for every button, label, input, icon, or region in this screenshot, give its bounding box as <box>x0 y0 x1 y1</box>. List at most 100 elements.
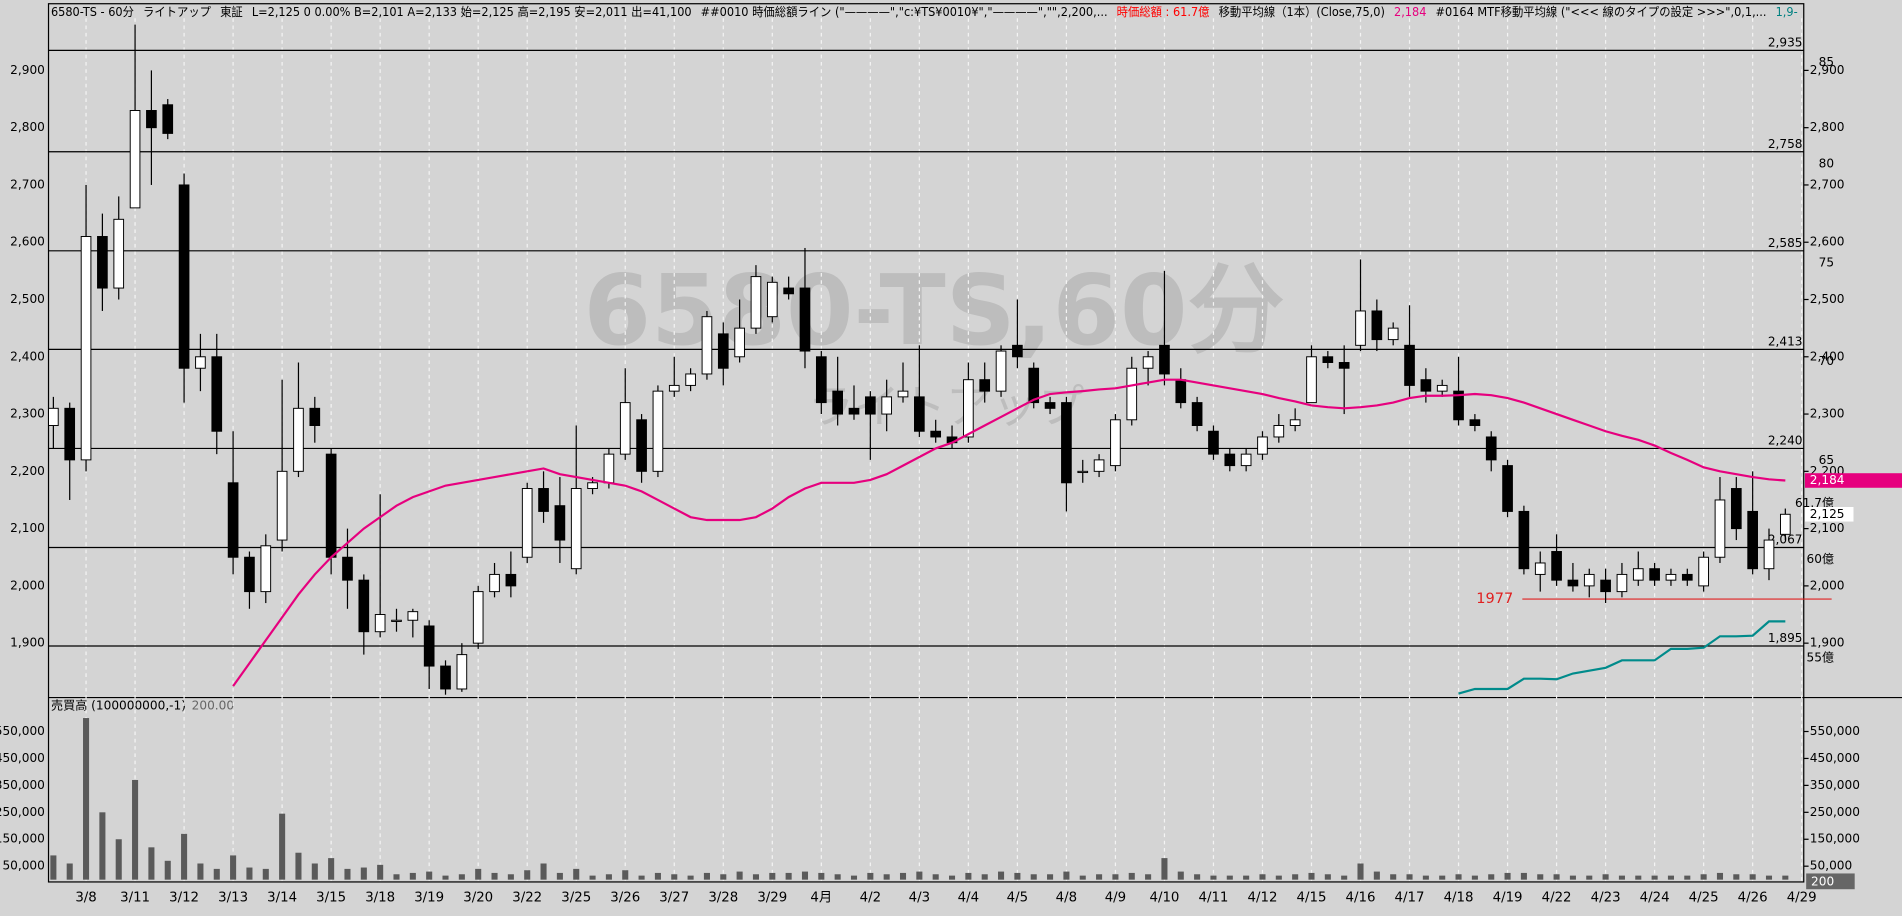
level-cap: 85 <box>1819 55 1834 69</box>
volume-bar <box>1014 872 1021 880</box>
y-tick-label: 2,500 <box>10 292 45 306</box>
volume-bar <box>1177 871 1184 880</box>
candle-body <box>1649 568 1660 581</box>
candle-body <box>1502 465 1513 512</box>
y-tick-label: 2,700 <box>10 177 45 191</box>
indicator-line <box>1458 620 1786 695</box>
x-tick-label: 4/25 <box>1689 891 1719 906</box>
y-tick-label: 2,100 <box>10 521 45 535</box>
candle-body <box>1061 402 1072 484</box>
volume-bar <box>589 875 596 880</box>
vol-tick-label-right: 50,000 <box>1810 859 1852 873</box>
candle-body <box>260 545 272 593</box>
y2-tick-label: 2,500 <box>1810 292 1845 306</box>
volume-bar <box>1749 874 1756 880</box>
y2-tick-label: 1,900 <box>1810 636 1845 650</box>
header-part: 6580-TS - 60分 <box>51 5 134 19</box>
volume-bar <box>197 863 204 880</box>
volume-bar <box>1243 875 1250 880</box>
volume-bar <box>475 868 482 880</box>
volume-bar <box>1635 875 1642 880</box>
candle-body <box>1681 573 1693 581</box>
vol-tick-label: 250,000 <box>0 805 45 819</box>
volume-bar <box>1439 875 1446 880</box>
volume-bar <box>1210 875 1217 880</box>
candle-body <box>211 356 223 432</box>
volume-bar <box>916 871 923 880</box>
x-tick-label: 4/3 <box>909 891 930 906</box>
volume-bar <box>230 855 237 880</box>
candle-body <box>521 488 533 558</box>
y2-tick-label: 2,800 <box>1810 120 1845 134</box>
header-part: #0164 MTF移動平均線 ("<<< 線のタイプの設定 >>>",0,1,.… <box>1435 4 1766 19</box>
volume-bar <box>164 860 171 880</box>
volume-subtitle: 200.00 <box>192 699 234 713</box>
y-tick-label: 2,200 <box>10 464 45 478</box>
candle-body <box>1387 327 1399 341</box>
volume-bar <box>1373 871 1380 880</box>
volume-bar <box>1488 874 1495 880</box>
watermark: 6580-TS,60分 <box>583 254 1284 367</box>
level-cap: 60億 <box>1807 552 1835 566</box>
x-tick-label: 3/27 <box>659 891 689 906</box>
candle-body <box>48 407 59 426</box>
volume-bar <box>998 871 1005 880</box>
volume-bar <box>1341 875 1348 880</box>
candle-body <box>505 573 517 587</box>
volume-bar <box>1357 863 1364 880</box>
x-tick-label: 4/2 <box>860 891 881 906</box>
vol-tick-label-right: 550,000 <box>1810 724 1860 738</box>
candle-body <box>766 281 778 318</box>
candle-body <box>1371 310 1383 341</box>
volume-bar <box>1651 875 1658 880</box>
volume-bar <box>1079 875 1086 880</box>
volume-bar <box>703 872 710 880</box>
candle-body <box>652 390 664 472</box>
volume-bar <box>115 839 122 880</box>
header-part: ライトアップ <box>143 5 211 19</box>
volume-bar <box>981 874 988 880</box>
volume-bar <box>311 863 318 880</box>
volume-bar <box>1504 872 1511 880</box>
candle-body <box>668 384 680 392</box>
level-cap: 55億 <box>1807 651 1835 665</box>
volume-bar <box>1030 874 1037 880</box>
volume-bar <box>883 874 890 880</box>
indicator-line <box>232 378 1786 687</box>
volume-bar <box>818 872 825 880</box>
level-label: 2,935 <box>1768 36 1803 50</box>
candle-body <box>1632 568 1644 581</box>
candle-body <box>1730 488 1742 530</box>
volume-bar <box>1569 875 1576 880</box>
x-tick-label: 4/26 <box>1738 891 1768 906</box>
volume-bar <box>899 872 907 880</box>
candle-body <box>1208 430 1219 455</box>
volume-bar <box>83 718 90 880</box>
x-tick-label: 4/4 <box>958 891 979 906</box>
candle-body <box>1698 556 1709 587</box>
y-tick-label: 2,600 <box>10 235 45 249</box>
candle-body <box>783 287 794 295</box>
volume-bar <box>1390 874 1397 880</box>
price-tag-box <box>1804 507 1854 522</box>
header-part: 2,184 <box>1394 5 1427 19</box>
x-tick-label: 4/15 <box>1297 891 1327 906</box>
candle-body <box>1028 367 1040 404</box>
volume-bar <box>524 870 531 880</box>
volume-title: 売買高 (100000000,-1) <box>51 698 186 713</box>
x-tick-label: 4/9 <box>1105 891 1126 906</box>
candle-body <box>717 333 729 369</box>
x-tick-label: 3/13 <box>218 891 248 906</box>
y2-tick-label: 2,900 <box>1810 63 1845 77</box>
candle-body <box>1142 356 1154 369</box>
candle-body <box>1126 367 1138 421</box>
candle-body <box>881 396 893 415</box>
candle-body <box>914 396 925 432</box>
candle-body <box>1404 344 1415 386</box>
volume-bar <box>328 858 335 880</box>
candle-body <box>815 356 827 404</box>
y2-tick-label: 2,600 <box>1810 235 1845 249</box>
plot-frame <box>47 3 1805 883</box>
candle-body <box>1175 379 1187 404</box>
